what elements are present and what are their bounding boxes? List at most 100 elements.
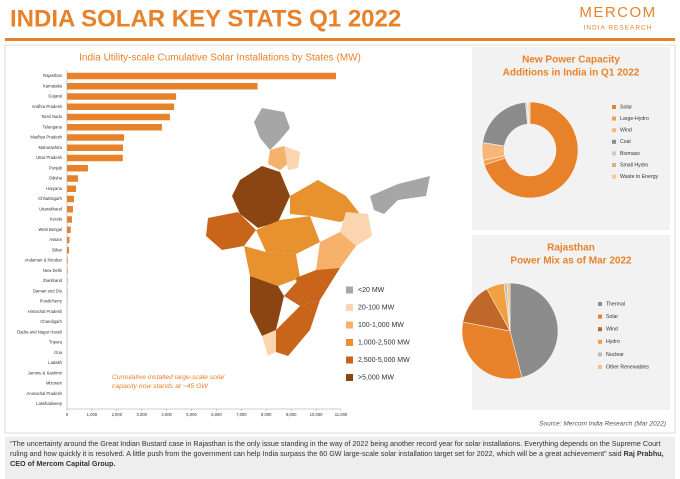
legend-label: Solar (606, 314, 618, 320)
slice (509, 282, 559, 378)
slice (527, 101, 531, 125)
legend-label: Waste to Energy (620, 174, 659, 180)
bar (67, 226, 71, 233)
map-legend-label: 1,000-2,500 MW (358, 339, 410, 346)
map-region (232, 166, 290, 228)
bar (67, 175, 78, 182)
legend-label: Wind (606, 327, 618, 333)
x-tick-label: 2,000 (112, 412, 123, 417)
quote-speaker: Raj Prabhu, CEO of Mercom Capital Group. (10, 449, 664, 468)
x-tick-label: 1,000 (87, 412, 98, 417)
chart-title: India Utility-scale Cumulative Solar Ins… (79, 53, 361, 64)
map-legend-swatch (346, 304, 353, 311)
legend-label: Biomass (620, 151, 640, 157)
y-tick-label: Andaman & Nicobar (25, 258, 63, 263)
y-tick-label: Haryana (46, 186, 62, 191)
y-tick-label: Lakshadweep (36, 401, 63, 406)
legend-label: Small Hydro (620, 162, 648, 168)
chart-title: Power Mix as of Mar 2022 (510, 256, 632, 267)
x-tick-label: 9,000 (286, 412, 297, 417)
slice (506, 282, 511, 332)
bar (67, 113, 170, 121)
map-legend-swatch (346, 374, 353, 381)
legend-swatch (598, 339, 602, 344)
source: Source: Mercom India Research (Mar 2022) (539, 421, 666, 428)
y-tick-label: Karnataka (43, 83, 63, 88)
quote-text: “The uncertainty around the Great Indian… (10, 439, 661, 458)
map-legend-swatch (346, 321, 353, 329)
page-title: INDIA SOLAR KEY STATS Q1 2022 (10, 5, 401, 32)
y-tick-label: Punjab (49, 165, 63, 170)
x-tick-label: 10,000 (310, 412, 323, 417)
map-region (340, 212, 372, 246)
map-region (244, 246, 300, 286)
y-tick-label: Jharkhand (42, 278, 62, 283)
y-tick-label: Chhattisgarh (38, 196, 62, 201)
legend-label: Other Renewables (606, 364, 649, 370)
legend-swatch (598, 365, 602, 369)
legend-swatch (612, 163, 616, 167)
y-tick-label: Gujarat (48, 94, 63, 99)
y-tick-label: Arunachal Pradesh (26, 391, 62, 396)
map-region (268, 146, 290, 170)
chart-title: New Power Capacity (522, 55, 620, 66)
bar (67, 165, 88, 172)
slice (484, 101, 579, 199)
map-region (256, 216, 320, 254)
map-legend-swatch (346, 339, 353, 346)
map-legend-label: 2,500-5,000 MW (358, 357, 410, 364)
y-tick-label: Uttarakhand (39, 206, 62, 211)
map-legend-swatch (346, 286, 353, 294)
bar (67, 144, 124, 151)
x-tick-label: 4,000 (161, 412, 172, 417)
y-tick-label: Tripura (49, 340, 63, 345)
legend-swatch (612, 174, 616, 179)
map-region (250, 276, 284, 336)
map-region (206, 212, 256, 250)
map-region (316, 232, 356, 270)
map-legend-label: >5,000 MW (358, 374, 394, 381)
bar (67, 247, 69, 254)
legend-label: Wind (620, 128, 632, 134)
y-tick-label: Uttar Pradesh (36, 155, 63, 160)
bar (67, 216, 72, 223)
legend-label: Nuclear (606, 352, 624, 358)
bar (67, 185, 76, 192)
map-region (254, 108, 290, 150)
legend-swatch (612, 151, 616, 156)
y-tick-label: West Bengal (38, 227, 62, 232)
legend-swatch (598, 327, 602, 332)
map-region (284, 146, 300, 170)
brand: MERCOM (579, 4, 656, 21)
legend-swatch (612, 128, 616, 133)
y-tick-label: Ladakh (48, 360, 62, 365)
x-tick-label: 5,000 (186, 412, 197, 417)
map-region (296, 268, 340, 306)
bar (67, 134, 125, 141)
chart-title: Additions in India in Q1 2022 (503, 68, 640, 79)
bar (67, 83, 258, 90)
x-tick-label: 11,000 (335, 412, 348, 417)
map-legend-label: <20 MW (358, 287, 385, 294)
y-tick-label: New Delhi (43, 268, 62, 273)
map-region (370, 176, 430, 214)
x-tick-label: 7,000 (236, 412, 247, 417)
map-region (276, 300, 320, 356)
y-tick-label: Rajasthan (43, 73, 63, 78)
legend-label: Thermal (606, 301, 625, 307)
bar (67, 257, 68, 264)
map-legend-label: 100-1,000 MW (358, 322, 404, 329)
legend-swatch (612, 105, 616, 109)
annotation: Cumulative installed large-scale solar (112, 374, 225, 381)
map-region (284, 278, 300, 306)
header-rule (5, 38, 675, 41)
bar (67, 267, 68, 274)
x-tick-label: 6,000 (211, 412, 222, 417)
y-tick-label: Bihar (52, 247, 62, 252)
legend-swatch (612, 139, 616, 144)
map-legend-swatch (346, 356, 353, 364)
y-tick-label: Assam (49, 237, 62, 242)
bar (67, 124, 162, 131)
legend-swatch (612, 116, 616, 121)
